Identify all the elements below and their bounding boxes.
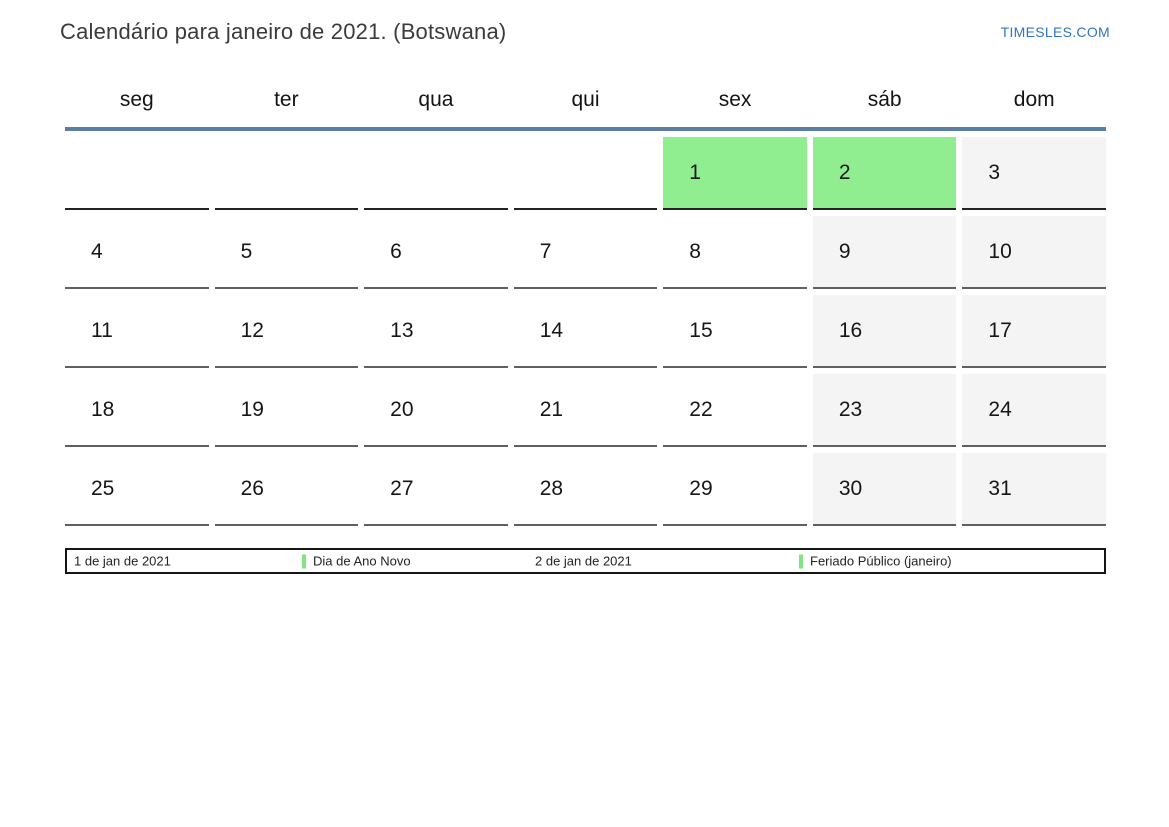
legend-date: 2 de jan de 2021 (535, 554, 632, 569)
day-cell-17: 17 (962, 295, 1106, 368)
day-cell-28: 28 (513, 453, 658, 526)
legend-date-label: 1 de jan de 2021 (74, 553, 171, 569)
day-cell-14: 14 (513, 295, 658, 368)
header-divider (65, 127, 1106, 131)
day-number: 30 (838, 476, 863, 500)
weekday-header-sex: sex (718, 88, 752, 111)
day-cell-19: 19 (214, 374, 359, 447)
empty-cell (364, 137, 508, 210)
day-cell-7: 7 (513, 216, 658, 289)
holiday-marker-icon (302, 554, 306, 568)
day-number: 4 (91, 239, 103, 263)
legend-date-label: 2 de jan de 2021 (535, 553, 632, 569)
weekday-header-dom: dom (1013, 88, 1055, 111)
day-number: 28 (539, 476, 564, 500)
holiday-marker-icon (799, 554, 803, 568)
day-cell-18: 18 (65, 374, 209, 447)
legend-holiday-label: Feriado Público (janeiro) (810, 553, 952, 569)
day-cell-5: 5 (214, 216, 359, 289)
day-number: 23 (838, 397, 863, 421)
day-number: 12 (240, 318, 264, 342)
day-cell-22: 22 (663, 374, 807, 447)
calendar: seg ter qua qui sex sáb dom 1 2 3 4 5 6 7 8 9 10 11 12 13 1… (65, 75, 1106, 526)
day-number: 13 (390, 318, 414, 342)
day-number: 29 (689, 476, 713, 500)
day-number: 26 (240, 476, 264, 500)
day-cell-4: 4 (65, 216, 209, 289)
day-cell-21: 21 (513, 374, 658, 447)
day-number: 27 (390, 476, 414, 500)
day-cell-31: 31 (962, 453, 1106, 526)
day-cell-12: 12 (214, 295, 359, 368)
legend-holiday-label: Dia de Ano Novo (313, 553, 411, 569)
weekday-header-qua: qua (418, 88, 454, 111)
day-number: 5 (240, 239, 253, 263)
day-number: 20 (390, 397, 414, 421)
day-number: 8 (689, 239, 701, 263)
weekday-header-qui: qui (571, 88, 600, 111)
day-cell-23: 23 (812, 374, 957, 447)
day-cell-13: 13 (364, 295, 508, 368)
day-number: 22 (689, 397, 713, 421)
day-cell-30: 30 (812, 453, 957, 526)
day-cell-3: 3 (962, 137, 1106, 210)
empty-cell (65, 137, 209, 210)
day-number: 31 (988, 476, 1012, 500)
day-cell-8: 8 (663, 216, 807, 289)
weekday-header-sab: sáb (867, 88, 902, 111)
day-cell-11: 11 (65, 295, 209, 368)
day-number: 17 (988, 318, 1012, 342)
day-cell-10: 10 (962, 216, 1106, 289)
empty-cell (513, 137, 658, 210)
day-cell-2: 2 (812, 137, 957, 210)
day-cell-26: 26 (214, 453, 359, 526)
day-number: 9 (838, 239, 851, 263)
day-number: 24 (988, 397, 1012, 421)
day-number: 1 (689, 160, 701, 184)
page-title: Calendário para janeiro de 2021. (Botswa… (60, 19, 507, 44)
day-cell-9: 9 (812, 216, 957, 289)
day-cell-6: 6 (364, 216, 508, 289)
day-number: 18 (91, 397, 115, 421)
day-number: 10 (988, 239, 1012, 263)
day-cell-1: 1 (663, 137, 807, 210)
day-number: 6 (390, 239, 402, 263)
day-number: 15 (689, 318, 713, 342)
day-cell-15: 15 (663, 295, 807, 368)
site-link[interactable]: TIMESLES.COM (1000, 24, 1110, 40)
day-number: 16 (838, 318, 863, 342)
weekday-header-seg: seg (119, 88, 154, 111)
weekday-header-ter: ter (274, 88, 299, 111)
calendar-grid: 1 2 3 4 5 6 7 8 9 10 11 12 13 14 15 16 17 18 19 20 21 22 23 24 2… (65, 137, 1106, 526)
day-number: 19 (240, 397, 264, 421)
day-cell-29: 29 (663, 453, 807, 526)
day-number: 25 (91, 476, 115, 500)
day-number: 21 (539, 397, 564, 421)
weekday-row: seg ter qua qui sex sáb dom (65, 75, 1106, 125)
day-cell-20: 20 (364, 374, 508, 447)
legend-holiday: Dia de Ano Novo (302, 554, 411, 569)
legend-holiday: Feriado Público (janeiro) (799, 554, 952, 569)
day-cell-25: 25 (65, 453, 209, 526)
day-number: 14 (539, 318, 564, 342)
legend-date: 1 de jan de 2021 (74, 554, 171, 569)
holiday-legend: 1 de jan de 2021 Dia de Ano Novo 2 de ja… (65, 548, 1106, 574)
day-number: 7 (539, 239, 552, 263)
day-cell-27: 27 (364, 453, 508, 526)
day-number: 3 (988, 160, 1001, 184)
day-number: 11 (91, 318, 113, 342)
day-cell-16: 16 (812, 295, 957, 368)
day-cell-24: 24 (962, 374, 1106, 447)
day-number: 2 (838, 160, 851, 184)
empty-cell (214, 137, 359, 210)
